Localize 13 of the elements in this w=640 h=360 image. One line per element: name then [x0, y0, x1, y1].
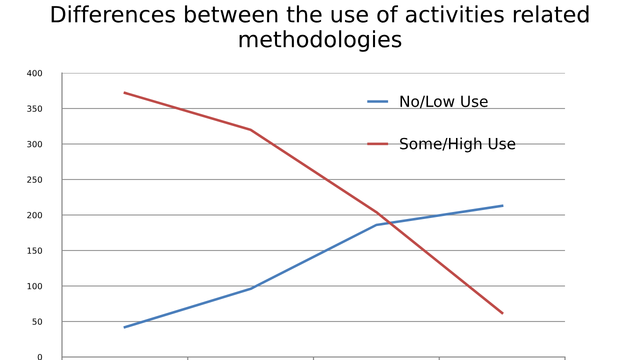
line-series	[124, 204, 504, 328]
y-tick-label: 250	[27, 176, 42, 183]
y-tick-label: 150	[28, 247, 42, 254]
y-tick-label: 400	[27, 70, 42, 76]
y-tick-label: 200	[27, 212, 42, 218]
legend-label: Some/High Use	[400, 138, 516, 152]
legend-label: No/Low Use	[400, 96, 488, 108]
y-tick-label: 0	[38, 354, 42, 360]
y-tick-label: 100	[28, 282, 42, 290]
y-tick-label: 300	[27, 140, 42, 148]
y-tick-label: 50	[32, 318, 42, 325]
chart-title: Differences between the use of activities related methodologies	[52, 5, 588, 52]
y-tick-label: 350	[27, 105, 42, 112]
